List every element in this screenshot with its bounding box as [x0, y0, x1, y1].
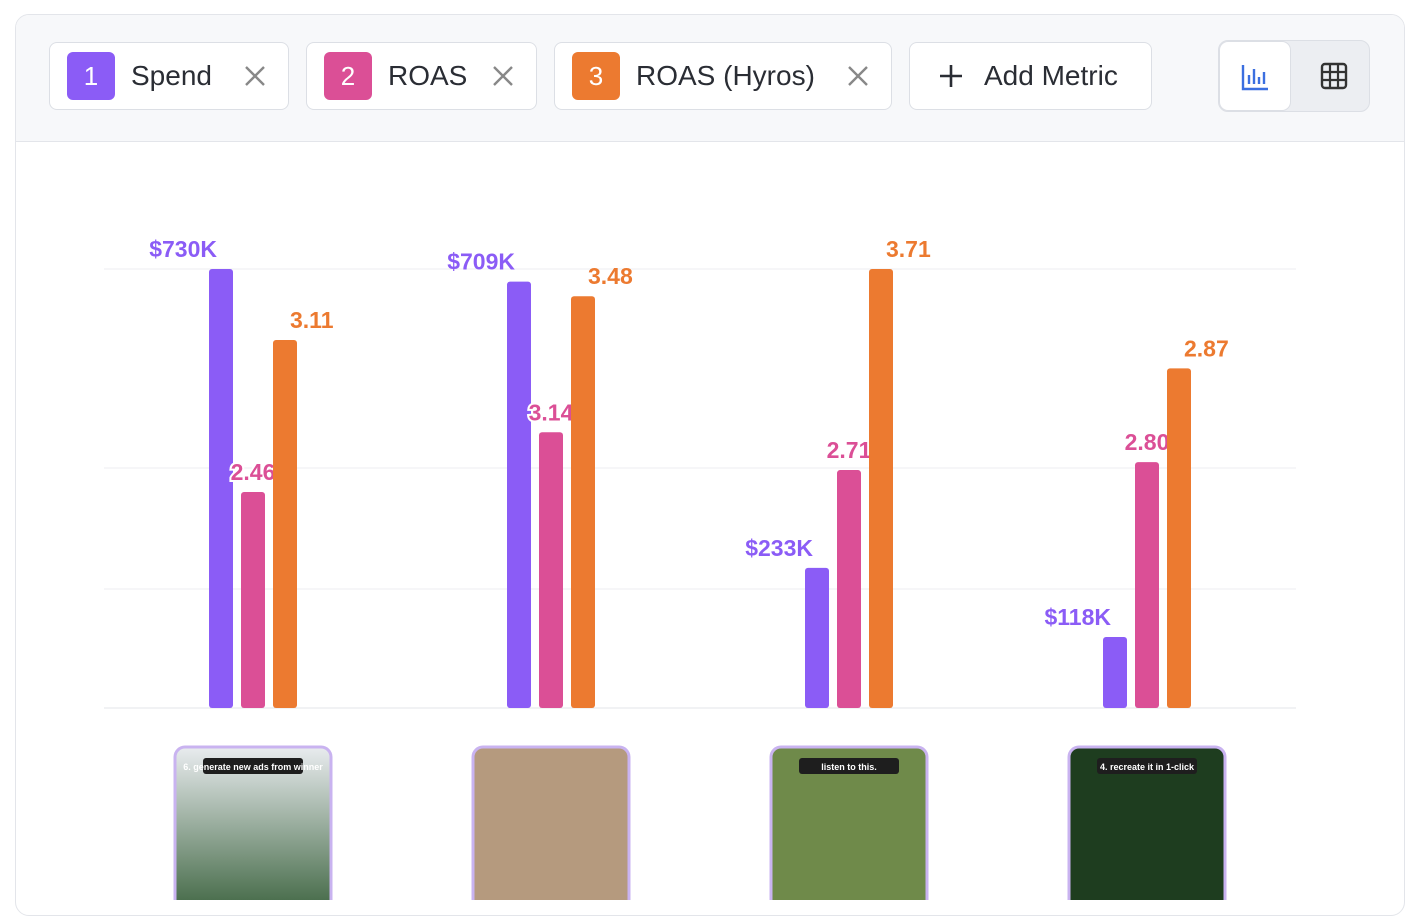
data-label: 3.48 [588, 263, 633, 289]
data-label: $730K [149, 236, 217, 262]
metric-chip[interactable]: 1 Spend [49, 42, 289, 110]
data-label: $118K [1044, 604, 1111, 630]
remove-icon[interactable] [490, 63, 516, 89]
thumbnail-caption: listen to this. [821, 762, 877, 772]
thumbnail [471, 745, 631, 900]
thumbnail-caption: 4. recreate it in 1-click [1100, 762, 1195, 772]
metric-number: 3 [572, 52, 620, 100]
caption-bg [799, 758, 899, 774]
add-metric-button[interactable]: Add Metric [909, 42, 1152, 110]
data-label: 3.14 [529, 399, 574, 425]
metric-number: 2 [324, 52, 372, 100]
metric-chip[interactable]: 2 ROAS [306, 42, 537, 110]
remove-icon[interactable] [242, 63, 268, 89]
bar [241, 492, 265, 708]
thumbnail-caption: 6. generate new ads from winner [183, 762, 323, 772]
data-label: 2.87 [1184, 335, 1229, 361]
metric-name: ROAS [388, 60, 468, 91]
metric-number: 1 [67, 52, 115, 100]
chart-icon [1241, 65, 1268, 91]
bar [1167, 368, 1191, 708]
bar [805, 567, 829, 708]
data-label: 2.80 [1125, 429, 1170, 455]
toolbar: 1 Spend 2 ROAS 3 ROAS (Hyros) Add Metric [16, 15, 1404, 142]
bar [507, 281, 531, 708]
bar [273, 339, 297, 708]
data-label: 3.71 [886, 236, 931, 262]
chart-view-button[interactable] [1219, 41, 1291, 111]
bar [837, 470, 861, 708]
bar [869, 269, 893, 708]
bar [209, 269, 233, 708]
data-label: 3.11 [290, 307, 334, 333]
bar [1135, 462, 1159, 708]
chart-card: 1 Spend 2 ROAS 3 ROAS (Hyros) Add Metric [15, 14, 1405, 916]
caption-bg [203, 758, 303, 774]
metric-name: Spend [131, 60, 212, 91]
data-label: 2.46 [231, 459, 276, 485]
caption-bg [1097, 758, 1197, 774]
bar [1103, 637, 1127, 708]
thumbnail [173, 745, 333, 900]
plus-icon [940, 65, 962, 87]
remove-icon[interactable] [845, 63, 871, 89]
bar [539, 432, 563, 708]
metric-name: ROAS (Hyros) [636, 60, 815, 91]
metric-chip[interactable]: 3 ROAS (Hyros) [554, 42, 892, 110]
thumbnail [1067, 745, 1227, 900]
bar [571, 296, 595, 708]
data-label: 2.71 [827, 437, 872, 463]
add-metric-label: Add Metric [984, 60, 1118, 91]
view-toggle [1218, 40, 1370, 112]
data-label: $233K [745, 535, 813, 561]
table-icon[interactable] [1319, 61, 1349, 91]
thumbnail [769, 745, 929, 900]
data-label: $709K [447, 249, 515, 275]
